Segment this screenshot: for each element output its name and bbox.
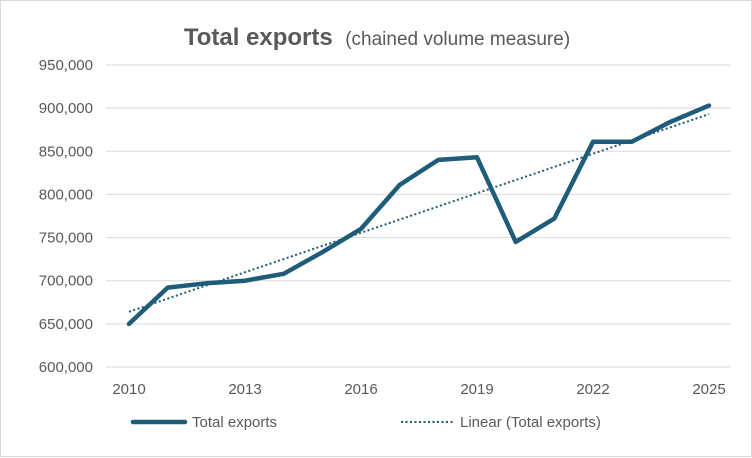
y-tick-label: 950,000 <box>39 57 93 74</box>
series-line-total-exports <box>129 106 709 324</box>
legend-label-linear: Linear (Total exports) <box>460 414 601 431</box>
y-tick-label: 800,000 <box>39 186 93 203</box>
legend: Total exports Linear (Total exports) <box>133 414 601 431</box>
title-subtitle: (chained volume measure) <box>345 29 570 50</box>
y-tick-label: 700,000 <box>39 273 93 290</box>
x-tick-label: 2016 <box>344 381 377 398</box>
series-group <box>129 105 709 324</box>
x-tick-label: 2025 <box>692 381 725 398</box>
x-tick-label: 2010 <box>112 381 145 398</box>
y-tick-label: 750,000 <box>39 230 93 247</box>
x-tick-label: 2019 <box>460 381 493 398</box>
y-tick-label: 900,000 <box>39 100 93 117</box>
x-tick-label: 2022 <box>576 381 609 398</box>
y-tick-label: 600,000 <box>39 359 93 376</box>
title-main: Total exports <box>184 24 333 51</box>
legend-label-total-exports: Total exports <box>192 414 277 431</box>
y-axis-ticks: 600,000 650,000 700,000 750,000 800,000 850,0… <box>39 57 93 376</box>
y-tick-label: 850,000 <box>39 143 93 160</box>
chart-title: Total exports (chained volume measure) <box>184 24 570 51</box>
x-tick-label: 2013 <box>228 381 261 398</box>
y-tick-label: 650,000 <box>39 316 93 333</box>
x-axis-ticks: 2010 2013 2016 2019 2022 2025 <box>112 381 725 398</box>
